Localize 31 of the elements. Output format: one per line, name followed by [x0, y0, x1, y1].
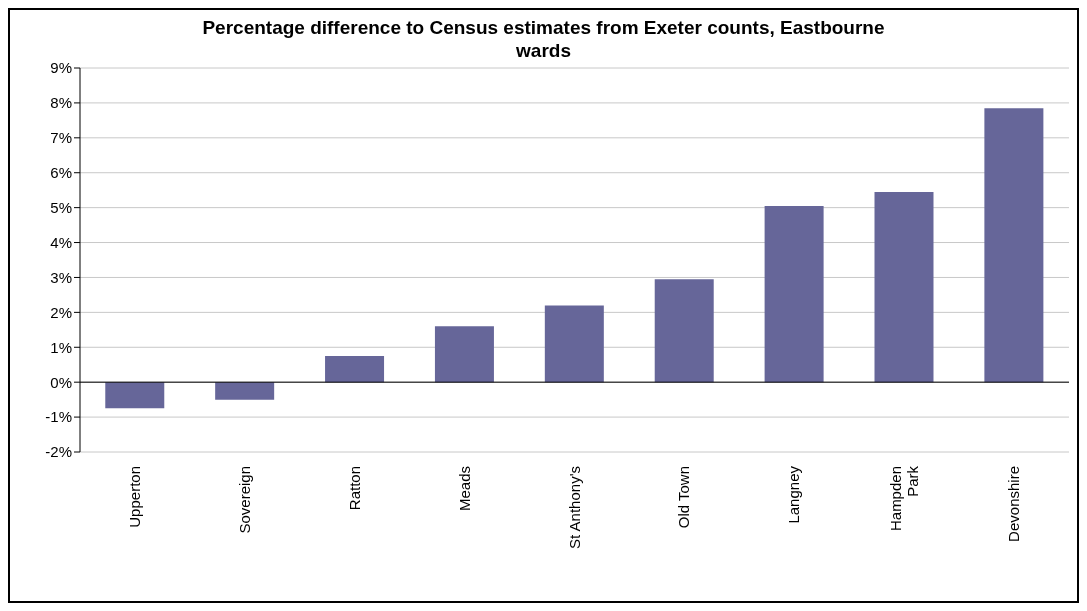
y-tick-label: 8%: [50, 94, 72, 112]
y-tick-label: 0%: [50, 373, 72, 391]
x-tick-label: Meads: [455, 466, 473, 512]
x-tick-label: Sovereign: [235, 466, 253, 534]
bar: [544, 305, 604, 383]
x-tick-label: Ratton: [345, 466, 363, 511]
bar: [654, 279, 714, 383]
y-tick-label: -2%: [45, 443, 72, 461]
bar: [984, 108, 1044, 383]
x-tick-label: Upperton: [125, 466, 143, 528]
y-tick-label: 2%: [50, 303, 72, 321]
y-tick-label: 9%: [50, 59, 72, 77]
y-tick-label: 4%: [50, 233, 72, 251]
y-tick-label: 1%: [50, 338, 72, 356]
y-tick-label: 6%: [50, 164, 72, 182]
bar: [105, 382, 165, 409]
x-tick-label: Hampden Park: [886, 465, 921, 532]
chart-title: Percentage difference to Census estimates from Exeter counts, Eastbourne wards: [201, 16, 886, 62]
x-tick-label: St Anthony's: [565, 466, 583, 549]
x-tick-label: Devonshire: [1005, 466, 1023, 542]
x-tick-label: Old Town: [675, 466, 693, 529]
y-tick-label: 3%: [50, 268, 72, 286]
bar: [874, 191, 934, 383]
x-tick-label: Langney: [785, 465, 803, 524]
y-tick-label: 7%: [50, 129, 72, 147]
bar: [764, 205, 824, 383]
y-tick-label: -1%: [45, 408, 72, 426]
bar: [215, 382, 275, 400]
bar: [325, 356, 385, 383]
y-tick-label: 5%: [50, 198, 72, 216]
bar: [434, 326, 494, 383]
